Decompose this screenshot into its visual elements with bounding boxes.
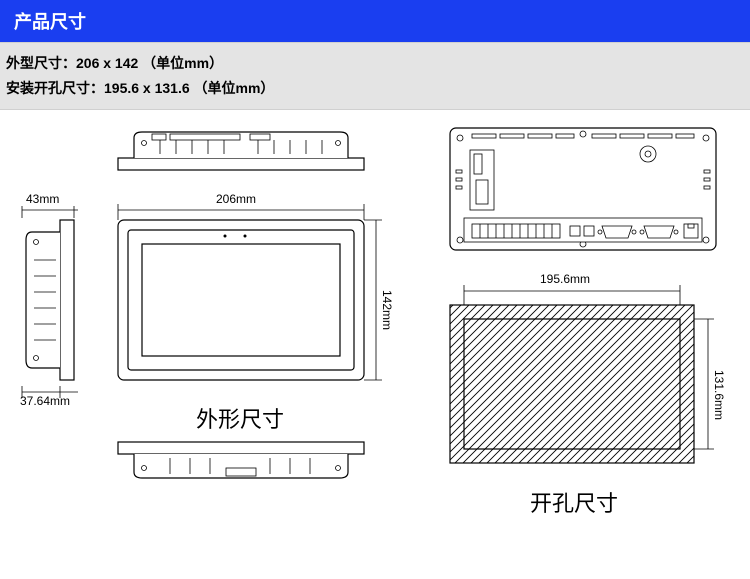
top-profile: [118, 132, 364, 170]
label-outline: 外形尺寸: [196, 402, 284, 434]
label-cutout: 开孔尺寸: [530, 486, 618, 518]
section-header: 产品尺寸: [0, 0, 750, 42]
bottom-profile: [118, 442, 364, 478]
dim-height: 142mm: [380, 290, 394, 330]
spec-outline: 外型尺寸：206 x 142 （单位mm）: [6, 51, 744, 76]
front-view: [118, 204, 382, 380]
side-profile: [22, 206, 78, 398]
rear-view: [450, 128, 716, 250]
specs-bar: 外型尺寸：206 x 142 （单位mm） 安装开孔尺寸：195.6 x 131…: [0, 42, 750, 110]
dim-depth-top: 43mm: [26, 192, 59, 206]
drawing-svg: [0, 110, 750, 550]
drawing-canvas: 43mm 37.64mm 206mm 142mm 195.6mm 131.6mm…: [0, 110, 750, 550]
dim-cut-width: 195.6mm: [540, 272, 590, 286]
spec-cutout: 安装开孔尺寸：195.6 x 131.6 （单位mm）: [6, 76, 744, 101]
dim-width: 206mm: [216, 192, 256, 206]
cutout-view: [450, 285, 714, 463]
dim-depth-bottom: 37.64mm: [20, 394, 70, 408]
dim-cut-height: 131.6mm: [712, 370, 726, 420]
